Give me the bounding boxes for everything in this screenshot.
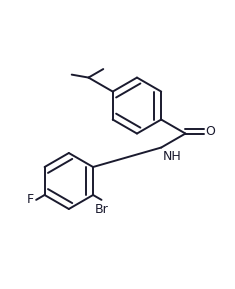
Text: NH: NH <box>162 151 181 164</box>
Text: Br: Br <box>95 203 108 216</box>
Text: O: O <box>206 125 215 138</box>
Text: F: F <box>27 193 34 206</box>
